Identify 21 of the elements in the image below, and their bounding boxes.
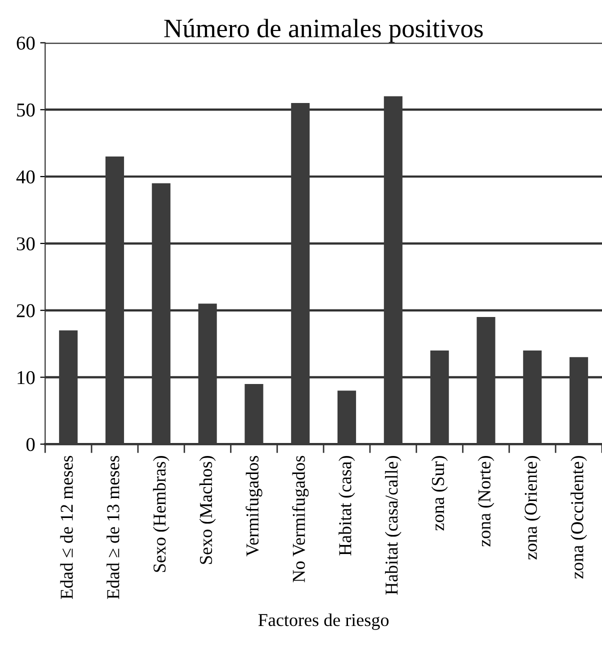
y-tick-label: 40	[16, 170, 35, 184]
x-tick-label: Habitat (casa)	[338, 456, 355, 556]
y-tick-label: 0	[26, 438, 35, 452]
x-tick-label: Edad ≥ de 13 meses	[106, 456, 120, 600]
y-tick-label: 30	[16, 237, 35, 250]
x-tick-label: Sexo (Machos)	[199, 456, 216, 564]
x-tick-label: Edad ≤ de 12 meses	[60, 456, 73, 600]
x-tick-label: Vermifugados	[246, 456, 262, 556]
y-tick-label: 60	[16, 36, 35, 50]
x-tick-label: No Vermifugados	[292, 456, 309, 582]
y-tick-label: 10	[18, 371, 35, 384]
chart-title: Número de animales positivos	[164, 18, 483, 43]
y-tick-label: 20	[16, 304, 35, 318]
x-tick-label: zona (Oriente)	[524, 456, 541, 560]
x-tick-label: zona (Occidente)	[570, 456, 587, 579]
x-tick-label: Sexo (Hembras)	[152, 456, 170, 572]
y-tick-label: 50	[17, 103, 35, 117]
x-tick-label: zona (Norte)	[478, 456, 494, 547]
x-tick-label: zona (Sur)	[431, 456, 448, 530]
x-tick-label: Habitat (casa/calle)	[384, 456, 402, 595]
x-axis-title: Factores de riesgo	[258, 613, 389, 630]
